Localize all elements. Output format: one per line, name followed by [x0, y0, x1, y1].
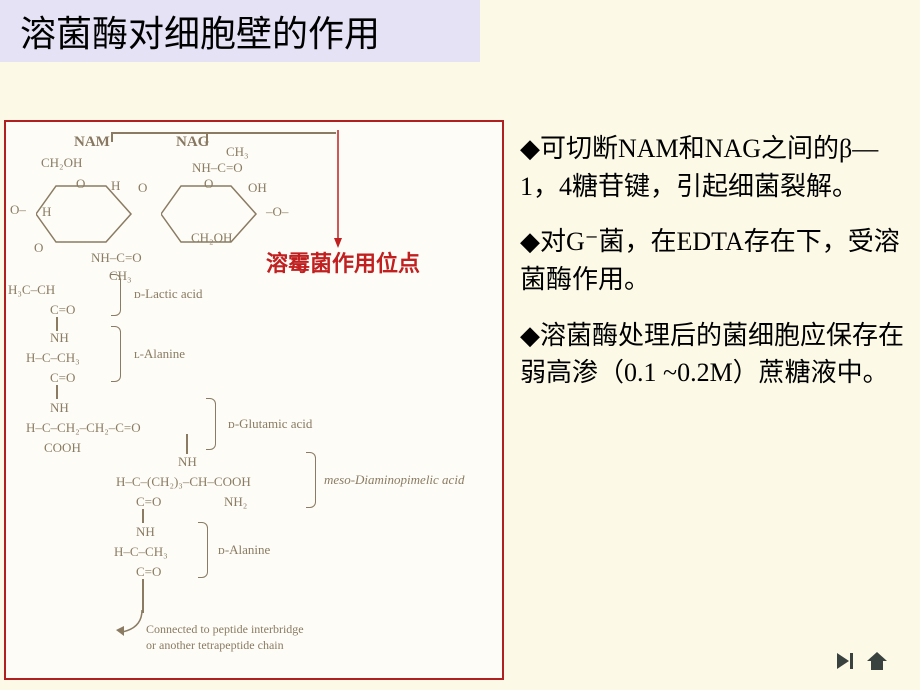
ch2oh-2: CH₂OH: [191, 230, 232, 246]
ch3-top: CH₃: [226, 144, 249, 160]
content-area: ◆可切断NAM和NAG之间的β—1，4糖苷键，引起细菌裂解。 ◆对G⁻菌，在ED…: [520, 130, 910, 410]
bullet-3: ◆溶菌酶处理后的菌细胞应保存在弱高渗（0.1 ~0.2M）蔗糖液中。: [520, 317, 910, 392]
home-icon: [865, 651, 889, 671]
dap-chain: H–C–(CH₂)₃–CH–COOH: [116, 474, 251, 490]
home-button[interactable]: [864, 650, 890, 672]
cooh-1: COOH: [44, 440, 81, 456]
c-o-2: C=O: [50, 370, 75, 386]
h-2: H: [111, 178, 120, 194]
bullet-1: ◆可切断NAM和NAG之间的β—1，4糖苷键，引起细菌裂解。: [520, 130, 910, 205]
footer-text: Connected to peptide interbridge or anot…: [146, 622, 304, 653]
ch2oh-1: CH₂OH: [41, 155, 82, 171]
next-icon: [835, 651, 859, 671]
bullet-3-text: 溶菌酶处理后的菌细胞应保存在弱高渗（0.1 ~0.2M）蔗糖液中。: [520, 321, 904, 388]
page-title: 溶菌酶对细胞壁的作用: [20, 5, 380, 57]
c-o-3: C=O: [136, 494, 161, 510]
o-left: O–: [10, 202, 26, 218]
nh-2: NH: [50, 400, 69, 416]
nh-c-o: NH–C=O: [91, 250, 142, 266]
nhc-o: NH–C=O: [192, 160, 243, 176]
bullet-1-text: 可切断NAM和NAG之间的β—1，4糖苷键，引起细菌裂解。: [520, 134, 878, 201]
nav-buttons: [834, 650, 890, 672]
h-c-ch2: H–C–CH₂–CH₂–C=O: [26, 420, 141, 436]
nh-1: NH: [50, 330, 69, 346]
oh-1: OH: [248, 180, 267, 196]
nam-label: NAM: [74, 134, 110, 151]
nh-4: NH: [136, 524, 155, 540]
dap-label: meso-Diaminopimelic acid: [324, 472, 464, 488]
nam-ring: [36, 174, 146, 259]
h-c-ch3: H–C–CH₃: [26, 350, 80, 366]
nag-label: NAG: [176, 134, 209, 151]
arrow-down-icon: [334, 130, 348, 255]
glutamic-label: ᴅ-Glutamic acid: [228, 416, 312, 432]
chemical-diagram: NAM NAG CH₂OH CH₂OH CH₃ NH–C=O O– –O– H …: [4, 120, 504, 680]
h-1: H: [42, 204, 51, 220]
o-right: –O–: [266, 204, 288, 220]
h-c-ch3-2: H–C–CH₃: [114, 544, 168, 560]
c-o-1: C=O: [50, 302, 75, 318]
c-o-4: C=O: [136, 564, 161, 580]
nh-3: NH: [178, 454, 197, 470]
lactic-label: ᴅ-Lactic acid: [134, 286, 203, 302]
bullet-2-text: 对G⁻菌，在EDTA存在下，受溶菌酶作用。: [520, 227, 900, 294]
h3c-ch: H₃C–CH: [8, 282, 55, 298]
title-bar: 溶菌酶对细胞壁的作用: [0, 0, 480, 62]
l-alanine-label: ʟ-Alanine: [134, 346, 185, 362]
next-slide-button[interactable]: [834, 650, 860, 672]
lysozyme-site-label: 溶霉菌作用位点: [266, 246, 420, 278]
bullet-2: ◆对G⁻菌，在EDTA存在下，受溶菌酶作用。: [520, 223, 910, 298]
nh2: NH₂: [224, 494, 247, 510]
d-alanine-label: ᴅ-Alanine: [218, 542, 270, 558]
